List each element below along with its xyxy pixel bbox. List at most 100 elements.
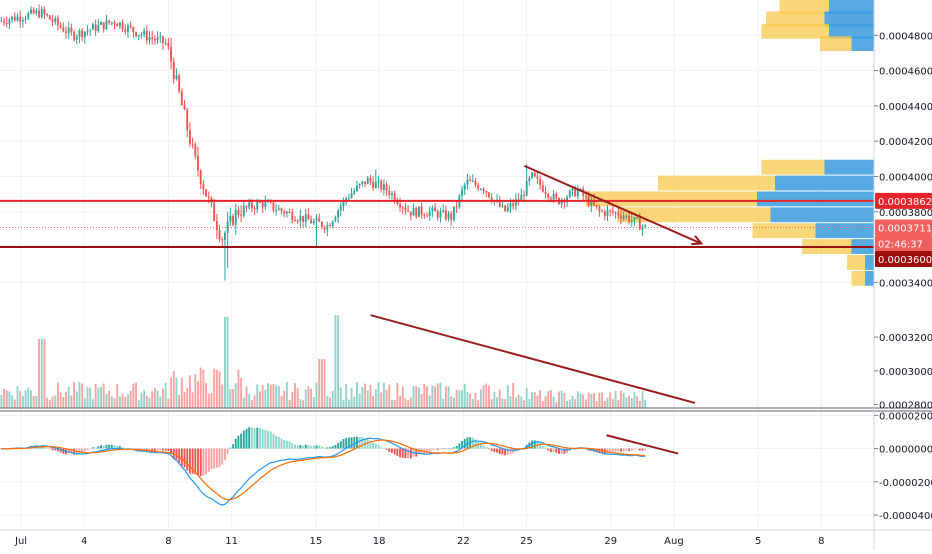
volume-bar (221, 384, 224, 408)
candle-body (73, 32, 76, 40)
x-tick-label: 29 (604, 536, 617, 547)
volume-bar (323, 359, 326, 408)
macd-histogram-bar (350, 437, 353, 449)
candle-body (197, 155, 199, 171)
candle-body (178, 75, 181, 92)
candle-body (253, 208, 256, 210)
candle-body (576, 189, 579, 197)
macd-histogram-bar (369, 440, 372, 449)
macd-histogram-bar (191, 448, 194, 474)
candle-body (498, 199, 501, 207)
profile-sell-bar (824, 159, 874, 175)
candle-body (539, 178, 542, 186)
macd-histogram-bar (393, 448, 396, 455)
candle-body (428, 211, 431, 216)
candle-body (423, 214, 426, 216)
volume-tick-label: 0.0003000 (879, 367, 932, 378)
macd-histogram-bar (633, 448, 636, 450)
candle-body (380, 180, 383, 190)
volume-bar (197, 381, 199, 408)
macd-histogram-bar (54, 448, 57, 451)
volume-bar (603, 400, 606, 408)
volume-bar (180, 377, 183, 408)
candle-body (259, 202, 261, 204)
candle-body (272, 202, 275, 211)
candle-body (224, 232, 226, 241)
volume-bar (240, 377, 243, 408)
candle-body (506, 207, 509, 212)
volume-bar (579, 393, 582, 408)
volume-bar (248, 393, 251, 408)
candle-body (285, 211, 288, 214)
candle-body (552, 193, 555, 200)
volume-bar (622, 392, 625, 408)
volume-bar (364, 383, 366, 408)
volume-bar (531, 392, 533, 408)
volume-bar (215, 369, 218, 408)
volume-bar (426, 386, 428, 408)
volume-bar (288, 400, 291, 408)
candle-body (40, 9, 43, 18)
candle-body (67, 27, 70, 34)
macd-histogram-bar (94, 447, 97, 449)
volume-bar (496, 397, 498, 408)
volume-bar (175, 378, 178, 408)
macd-histogram-bar (294, 444, 296, 449)
candle-body (455, 206, 458, 208)
candle-body (315, 218, 318, 221)
candle-body (412, 207, 415, 216)
macd-histogram-bar (320, 446, 323, 449)
candle-body (318, 218, 321, 222)
macd-histogram-bar (108, 444, 111, 449)
macd-histogram-bar (299, 444, 302, 449)
volume-bar (320, 359, 323, 408)
macd-histogram-bar (496, 448, 498, 453)
macd-histogram-bar (609, 448, 612, 453)
x-tick-label: 8 (818, 536, 824, 547)
countdown-text: 02:46:37 (878, 239, 923, 250)
macd-histogram-bar (232, 444, 234, 449)
candle-body (482, 189, 485, 192)
candle-body (541, 185, 544, 192)
macd-histogram-bar (628, 448, 630, 451)
candle-body (159, 36, 162, 38)
candle-body (275, 210, 278, 212)
candle-body (644, 224, 647, 227)
macd-histogram-bar (304, 444, 307, 449)
candle-body (27, 13, 30, 19)
candle-body (59, 24, 62, 28)
volume-bar (269, 384, 272, 408)
macd-tick-label: -0.0000200 (879, 478, 932, 489)
candle-body (121, 22, 124, 30)
volume-bar (105, 393, 108, 408)
macd-histogram-bar (329, 447, 331, 449)
candle-body (135, 32, 137, 37)
macd-histogram-bar (70, 448, 73, 454)
candle-body (32, 9, 35, 14)
macd-histogram-bar (51, 448, 54, 451)
current-price-text: 0.0003711 (878, 223, 932, 234)
volume-bar (544, 396, 547, 408)
volume-bar (151, 391, 154, 408)
macd-histogram-bar (102, 445, 105, 449)
macd-histogram-bar (625, 448, 628, 451)
price-tick-label: 0.0003400 (879, 278, 932, 289)
volume-bar (372, 395, 375, 408)
macd-tick-label: 0.0000200 (879, 411, 932, 422)
macd-histogram-bar (172, 448, 175, 459)
volume-bar (272, 383, 275, 408)
macd-histogram-bar (81, 448, 84, 453)
candle-body (221, 239, 224, 241)
volume-bar (67, 386, 70, 408)
candle-body (385, 184, 388, 191)
candle-body (291, 212, 294, 221)
volume-bar (560, 390, 563, 408)
macd-histogram-bar (644, 448, 647, 451)
candle-body (62, 27, 65, 32)
profile-sell-bar (851, 36, 874, 52)
candle-body (396, 201, 399, 204)
macd-histogram-bar (170, 448, 173, 454)
candle-body (140, 34, 143, 36)
